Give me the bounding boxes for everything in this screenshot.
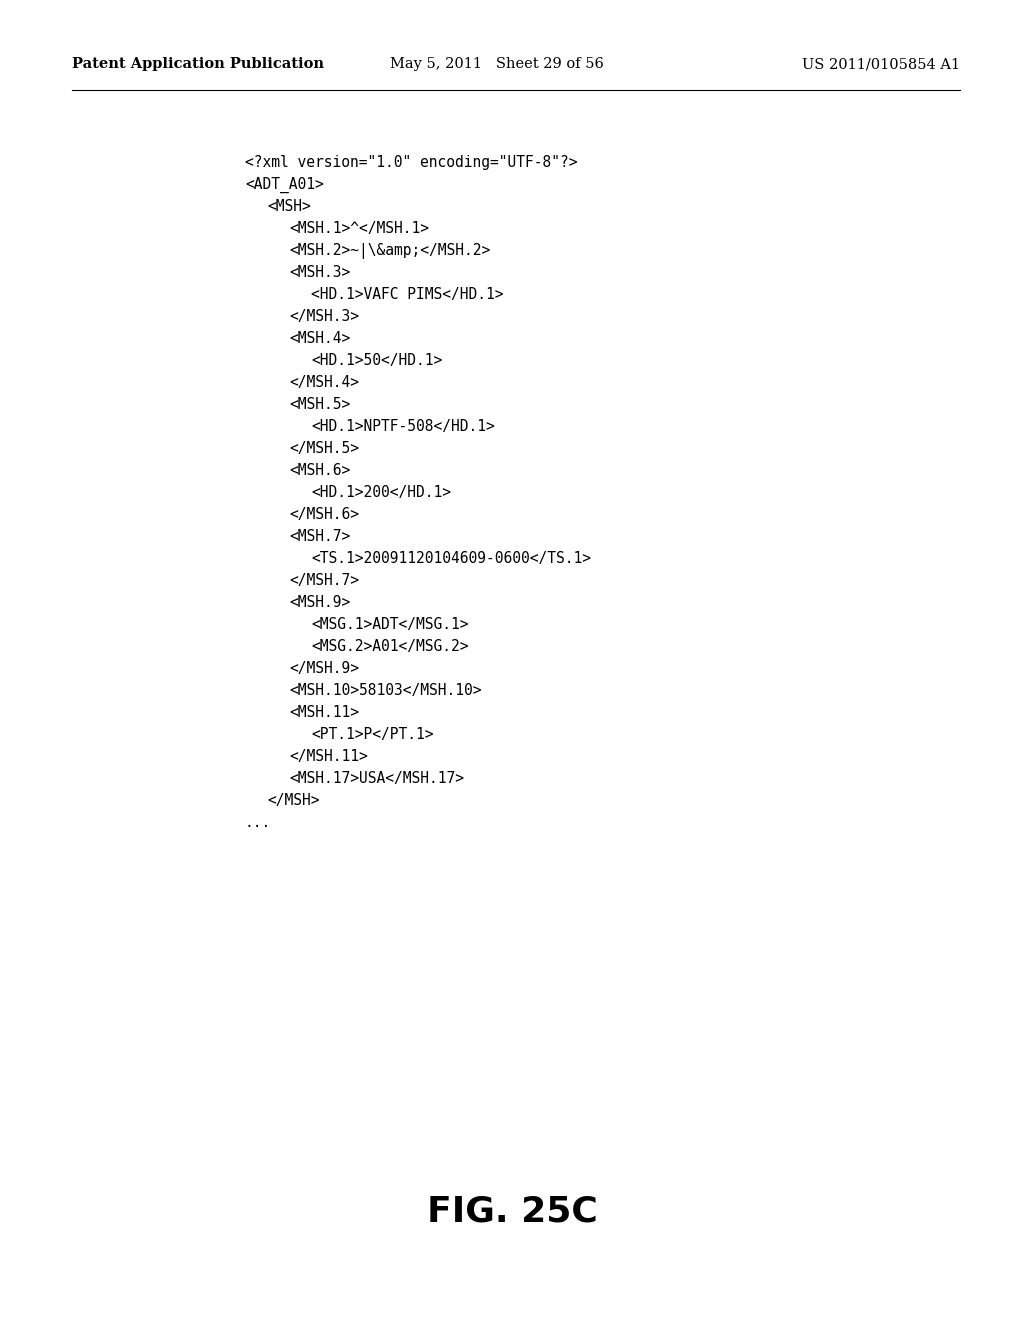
- Text: </MSH.3>: </MSH.3>: [289, 309, 359, 323]
- Text: <MSH.1>^</MSH.1>: <MSH.1>^</MSH.1>: [289, 220, 429, 236]
- Text: <MSH.3>: <MSH.3>: [289, 265, 350, 280]
- Text: <PT.1>P</PT.1>: <PT.1>P</PT.1>: [311, 727, 433, 742]
- Text: <MSG.2>A01</MSG.2>: <MSG.2>A01</MSG.2>: [311, 639, 469, 653]
- Text: </MSH>: </MSH>: [267, 793, 319, 808]
- Text: US 2011/0105854 A1: US 2011/0105854 A1: [802, 57, 961, 71]
- Text: <HD.1>NPTF-508</HD.1>: <HD.1>NPTF-508</HD.1>: [311, 418, 495, 434]
- Text: <HD.1>200</HD.1>: <HD.1>200</HD.1>: [311, 484, 451, 500]
- Text: <ADT_A01>: <ADT_A01>: [245, 177, 324, 193]
- Text: <MSH.7>: <MSH.7>: [289, 529, 350, 544]
- Text: <MSH.6>: <MSH.6>: [289, 463, 350, 478]
- Text: <TS.1>20091120104609-0600</TS.1>: <TS.1>20091120104609-0600</TS.1>: [311, 550, 591, 566]
- Text: <MSH.4>: <MSH.4>: [289, 331, 350, 346]
- Text: FIG. 25C: FIG. 25C: [427, 1195, 597, 1229]
- Text: <?xml version="1.0" encoding="UTF-8"?>: <?xml version="1.0" encoding="UTF-8"?>: [245, 154, 578, 170]
- Text: <MSH.2>~|\&amp;</MSH.2>: <MSH.2>~|\&amp;</MSH.2>: [289, 243, 490, 259]
- Text: <MSG.1>ADT</MSG.1>: <MSG.1>ADT</MSG.1>: [311, 616, 469, 632]
- Text: <MSH.10>58103</MSH.10>: <MSH.10>58103</MSH.10>: [289, 682, 481, 698]
- Text: <MSH>: <MSH>: [267, 199, 310, 214]
- Text: </MSH.7>: </MSH.7>: [289, 573, 359, 587]
- Text: </MSH.9>: </MSH.9>: [289, 661, 359, 676]
- Text: <HD.1>VAFC PIMS</HD.1>: <HD.1>VAFC PIMS</HD.1>: [311, 286, 504, 302]
- Text: ...: ...: [245, 814, 271, 830]
- Text: </MSH.11>: </MSH.11>: [289, 748, 368, 764]
- Text: <HD.1>50</HD.1>: <HD.1>50</HD.1>: [311, 352, 442, 368]
- Text: <MSH.17>USA</MSH.17>: <MSH.17>USA</MSH.17>: [289, 771, 464, 785]
- Text: <MSH.9>: <MSH.9>: [289, 595, 350, 610]
- Text: <MSH.11>: <MSH.11>: [289, 705, 359, 719]
- Text: <MSH.5>: <MSH.5>: [289, 397, 350, 412]
- Text: Patent Application Publication: Patent Application Publication: [72, 57, 324, 71]
- Text: </MSH.4>: </MSH.4>: [289, 375, 359, 389]
- Text: </MSH.6>: </MSH.6>: [289, 507, 359, 521]
- Text: </MSH.5>: </MSH.5>: [289, 441, 359, 455]
- Text: May 5, 2011   Sheet 29 of 56: May 5, 2011 Sheet 29 of 56: [390, 57, 604, 71]
